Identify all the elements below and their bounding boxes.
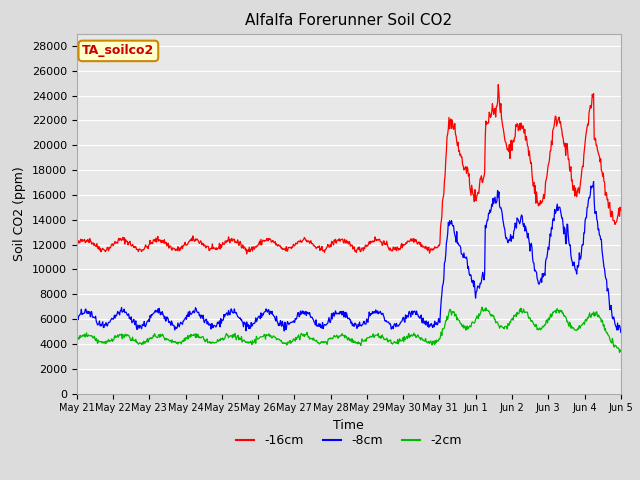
Y-axis label: Soil CO2 (ppm): Soil CO2 (ppm) [13, 166, 26, 261]
Text: TA_soilco2: TA_soilco2 [82, 44, 154, 58]
X-axis label: Time: Time [333, 419, 364, 432]
Title: Alfalfa Forerunner Soil CO2: Alfalfa Forerunner Soil CO2 [245, 13, 452, 28]
Legend: -16cm, -8cm, -2cm: -16cm, -8cm, -2cm [230, 429, 467, 452]
